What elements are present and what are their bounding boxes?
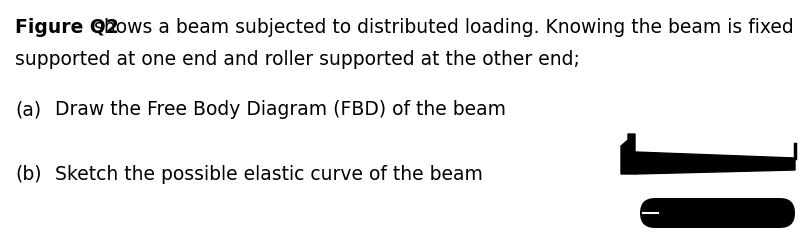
Text: (b): (b) <box>15 165 42 184</box>
Text: supported at one end and roller supported at the other end;: supported at one end and roller supporte… <box>15 50 579 69</box>
Text: shows a beam subjected to distributed loading. Knowing the beam is fixed: shows a beam subjected to distributed lo… <box>88 18 793 37</box>
Text: Sketch the possible elastic curve of the beam: Sketch the possible elastic curve of the… <box>55 165 483 184</box>
Text: Figure Q2: Figure Q2 <box>15 18 119 37</box>
Polygon shape <box>620 134 634 174</box>
Polygon shape <box>634 152 794 174</box>
Text: (a): (a) <box>15 100 41 119</box>
Text: Draw the Free Body Diagram (FBD) of the beam: Draw the Free Body Diagram (FBD) of the … <box>55 100 505 119</box>
FancyBboxPatch shape <box>639 198 794 228</box>
